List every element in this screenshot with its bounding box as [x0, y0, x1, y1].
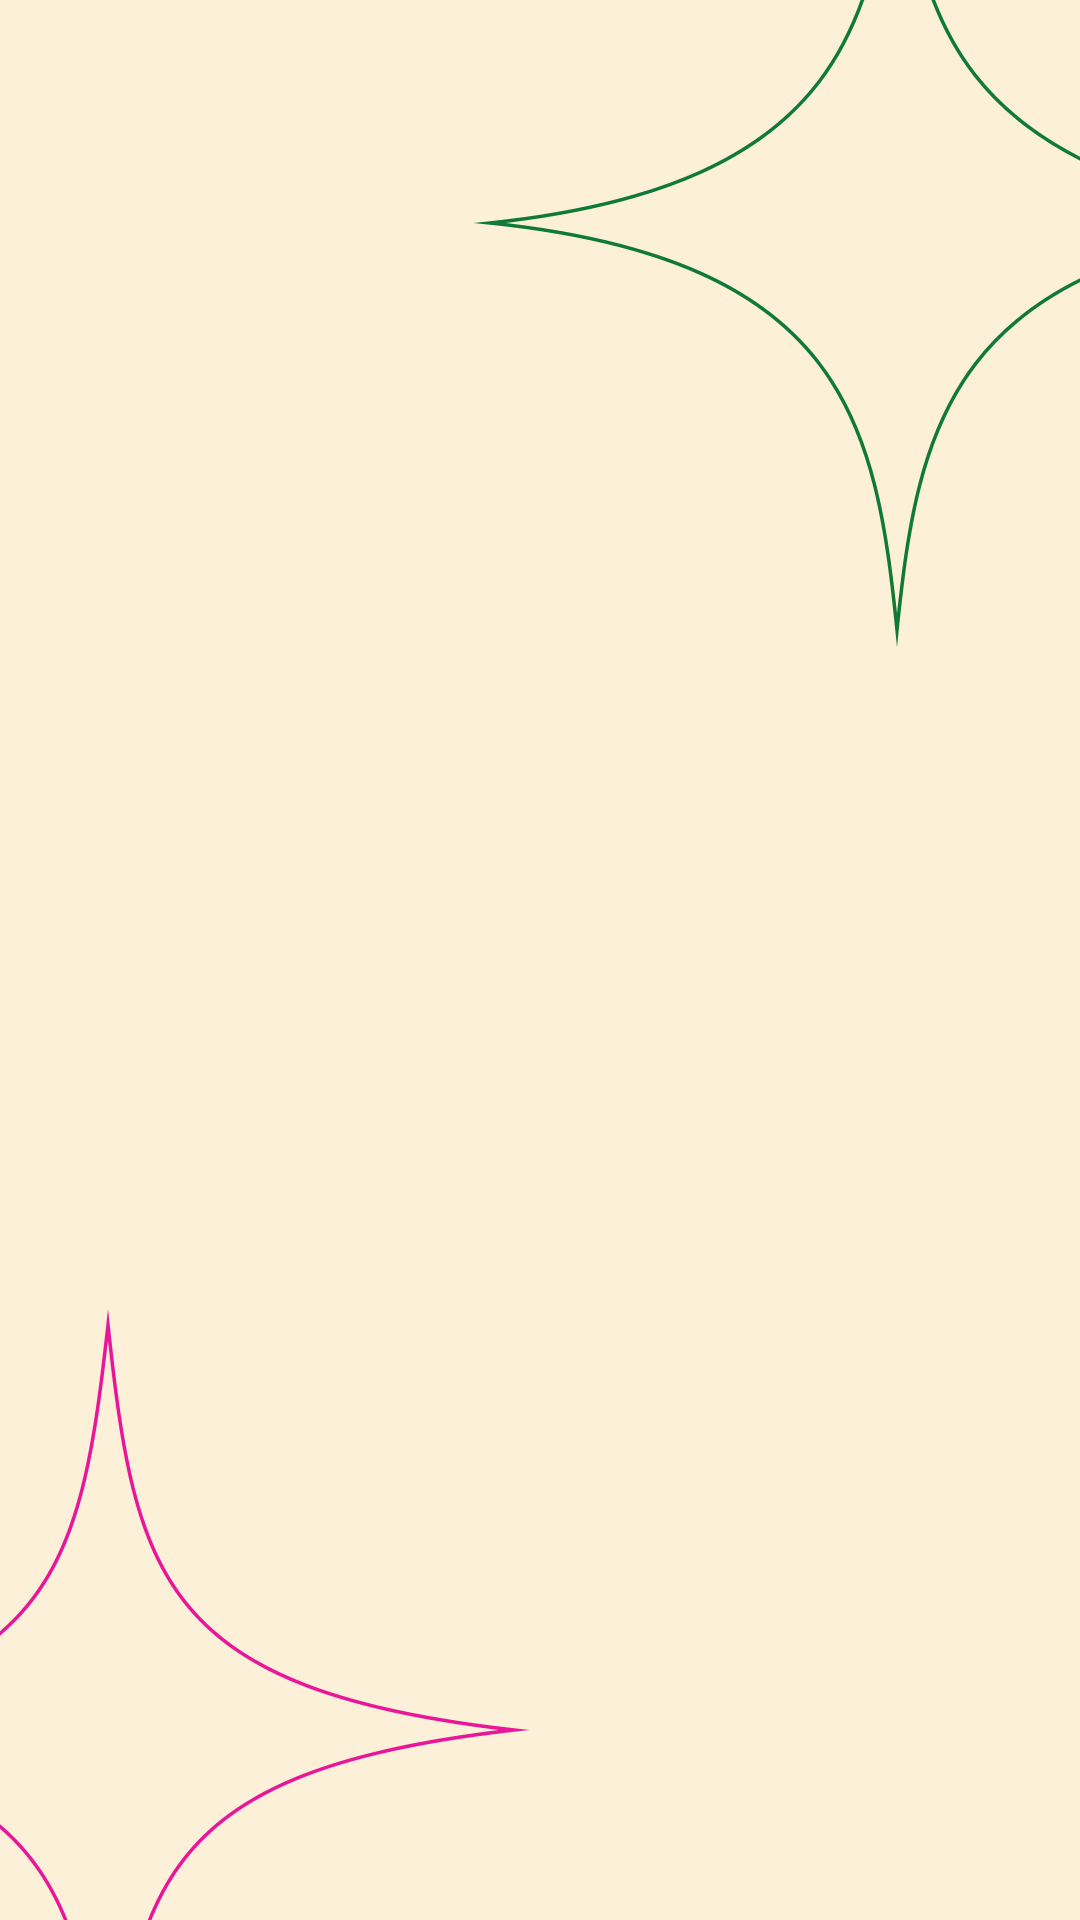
green-sparkle-icon	[473, 0, 1080, 648]
pink-sparkle-icon	[0, 1309, 530, 1920]
